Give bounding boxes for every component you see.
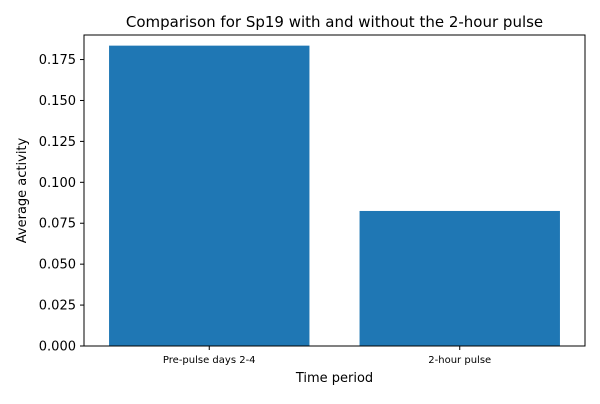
y-tick-label: 0.100 bbox=[39, 176, 76, 191]
chart-title: Comparison for Sp19 with and without the… bbox=[126, 13, 543, 31]
y-tick-label: 0.075 bbox=[39, 217, 76, 232]
bars-layer bbox=[109, 45, 560, 346]
y-tick-label: 0.000 bbox=[39, 340, 76, 355]
y-tick-label: 0.175 bbox=[39, 53, 76, 68]
y-tick-label: 0.150 bbox=[39, 94, 76, 109]
bar bbox=[359, 210, 560, 346]
y-tick-label: 0.050 bbox=[39, 258, 76, 273]
y-tick-label: 0.125 bbox=[39, 135, 76, 150]
x-axis: Pre-pulse days 2-4 2-hour pulse bbox=[163, 346, 491, 366]
plot-frame bbox=[83, 34, 586, 347]
x-tick-label: 2-hour pulse bbox=[428, 355, 491, 366]
y-axis: 0.000 0.025 0.050 0.075 0.100 0.125 0.150 0.175 bbox=[39, 53, 84, 355]
x-axis-label: Time period bbox=[295, 371, 373, 386]
y-tick-label: 0.025 bbox=[39, 299, 76, 314]
x-tick-label: Pre-pulse days 2-4 bbox=[163, 355, 256, 366]
y-axis-label: Average activity bbox=[15, 137, 30, 243]
bar bbox=[109, 45, 310, 346]
